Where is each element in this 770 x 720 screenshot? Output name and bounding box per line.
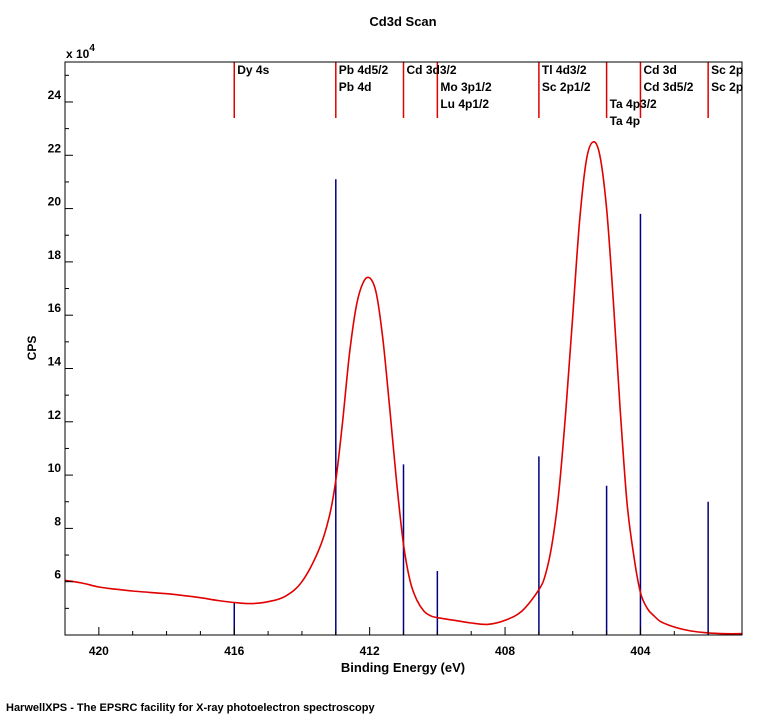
peak-annotation-label: Sc 2p bbox=[711, 80, 743, 94]
y-multiplier-label: x 104 bbox=[66, 43, 95, 61]
y-multiplier-base: x 10 bbox=[66, 47, 90, 61]
y-tick-label: 20 bbox=[48, 195, 62, 209]
peak-annotation-label: Cd 3d3/2 bbox=[407, 63, 457, 77]
y-tick-label: 18 bbox=[48, 248, 62, 262]
y-tick-label: 10 bbox=[48, 461, 62, 475]
spectrum-line bbox=[65, 141, 742, 635]
peak-annotation-label: Pb 4d5/2 bbox=[339, 63, 389, 77]
x-tick-label: 412 bbox=[360, 644, 380, 658]
x-tick-label: 408 bbox=[495, 644, 515, 658]
y-tick-label: 16 bbox=[48, 301, 62, 315]
peak-annotation-label: Cd 3d bbox=[643, 63, 676, 77]
reference-sticks bbox=[233, 179, 709, 635]
y-tick-label: 6 bbox=[54, 568, 61, 582]
peak-annotation-label: Tl 4d3/2 bbox=[542, 63, 587, 77]
x-tick-label: 404 bbox=[630, 644, 650, 658]
y-tick-label: 24 bbox=[48, 88, 62, 102]
peak-annotation-label: Mo 3p1/2 bbox=[440, 80, 492, 94]
footer-credit: HarwellXPS - The EPSRC facility for X-ra… bbox=[6, 702, 375, 714]
axis-ticks: 420 416 412 408 404 6 8 10 12 14 16 18 20 22 24 bbox=[48, 74, 743, 658]
y-tick-label: 22 bbox=[48, 141, 62, 155]
chart-title: Cd3d Scan bbox=[369, 14, 436, 29]
peak-annotation-label: Sc 2p bbox=[711, 63, 743, 77]
peak-annotation-label: Ta 4p bbox=[610, 114, 640, 128]
spectrum-layer bbox=[65, 141, 742, 635]
y-tick-label: 14 bbox=[48, 354, 62, 368]
peak-annotation-label: Pb 4d bbox=[339, 80, 372, 94]
x-tick-label: 420 bbox=[89, 644, 109, 658]
peak-annotation-label: Cd 3d5/2 bbox=[643, 80, 693, 94]
y-axis-label: CPS bbox=[25, 336, 39, 361]
y-tick-label: 12 bbox=[48, 408, 62, 422]
peak-annotation-label: Ta 4p3/2 bbox=[610, 97, 657, 111]
peak-annotation-label: Lu 4p1/2 bbox=[440, 97, 489, 111]
reference-markers bbox=[233, 62, 709, 118]
peak-annotations: Dy 4s Pb 4d5/2 Pb 4d Cd 3d3/2 Mo 3p1/2 Lu 4p1… bbox=[237, 63, 743, 128]
x-tick-label: 416 bbox=[224, 644, 244, 658]
plot-frame bbox=[64, 61, 743, 636]
peak-annotation-label: Dy 4s bbox=[237, 63, 269, 77]
y-tick-label: 8 bbox=[54, 514, 61, 528]
x-axis-label: Binding Energy (eV) bbox=[341, 660, 465, 675]
peak-annotation-label: Sc 2p1/2 bbox=[542, 80, 591, 94]
y-multiplier-exponent: 4 bbox=[89, 43, 95, 54]
